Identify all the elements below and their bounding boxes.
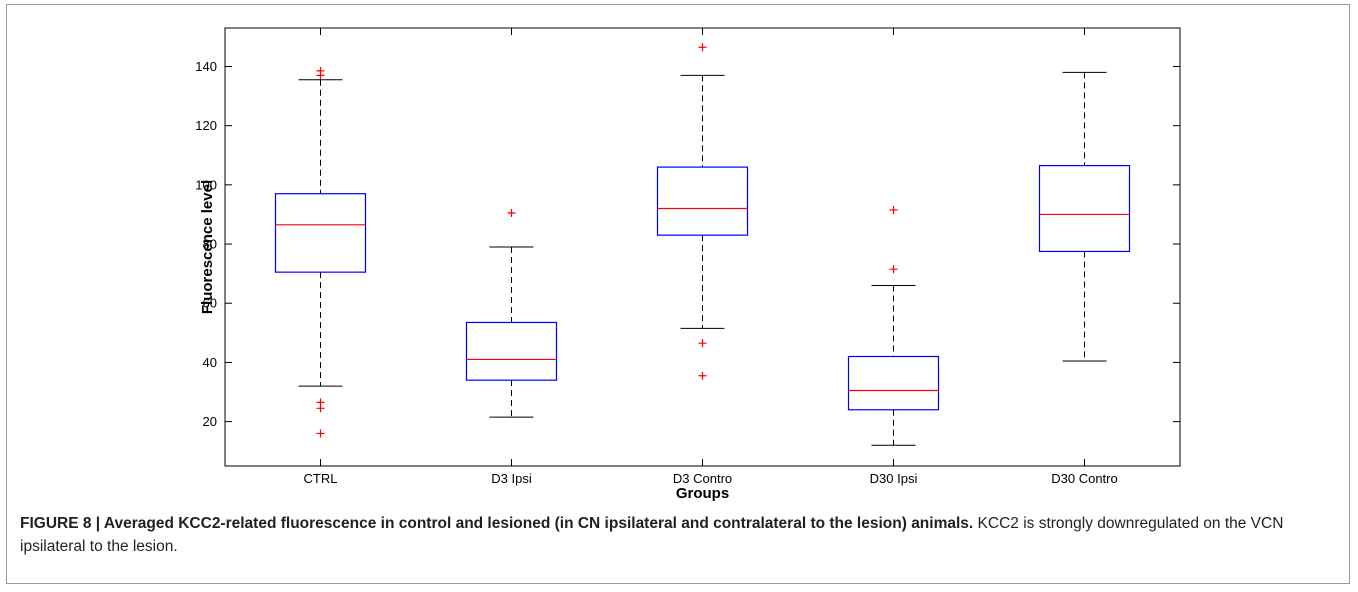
box-iqr — [847, 355, 940, 411]
y-tick-label: 80 — [203, 237, 217, 252]
outlier-marker — [316, 66, 325, 75]
box-plot: 20 40 60 80 100 120 140 CTRL D3 Ipsi D3 Contro D30… — [195, 27, 1181, 502]
outlier-marker — [316, 398, 325, 407]
y-tick-label: 60 — [203, 296, 217, 311]
y-tick-label: 120 — [195, 118, 217, 133]
box-iqr — [465, 321, 558, 381]
outlier-marker — [889, 265, 898, 274]
box-iqr — [656, 166, 749, 236]
x-tick-label: D3 Ipsi — [491, 471, 532, 486]
outlier-marker — [507, 208, 516, 217]
x-tick-label: D30 Ipsi — [870, 471, 918, 486]
y-tick-label: 20 — [203, 414, 217, 429]
y-axis-title: Fluorescence level — [199, 180, 216, 314]
outlier-marker — [316, 429, 325, 438]
outlier-marker — [698, 371, 707, 380]
y-tick-label: 140 — [195, 59, 217, 74]
x-tick-label: D3 Contro — [673, 471, 732, 486]
figure-caption: FIGURE 8 | Averaged KCC2-related fluores… — [20, 512, 1330, 558]
x-tick-label: CTRL — [304, 471, 338, 486]
box-iqr — [274, 193, 367, 273]
y-tick-label: 100 — [195, 177, 217, 192]
caption-text: KCC2 is strongly downregulated on the VC… — [20, 515, 1284, 555]
x-tick-label: D30 Contro — [1051, 471, 1117, 486]
outlier-marker — [889, 206, 898, 215]
outlier-marker — [698, 339, 707, 348]
box-iqr — [1038, 165, 1131, 253]
y-tick-label: 40 — [203, 355, 217, 370]
outlier-marker — [698, 43, 707, 52]
figure-frame — [6, 4, 1350, 584]
caption-label: FIGURE 8 | Averaged KCC2-related fluores… — [20, 515, 974, 532]
x-axis-title: Groups — [676, 485, 729, 502]
